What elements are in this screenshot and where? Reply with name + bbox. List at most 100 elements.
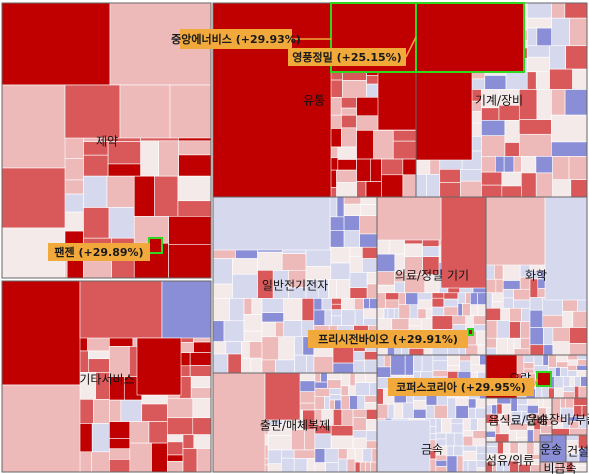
stock-cell xyxy=(470,354,480,366)
sector-label: 기타서비스 xyxy=(79,373,134,387)
stock-cell xyxy=(365,440,378,449)
stock-cell xyxy=(576,461,588,466)
stock-cell xyxy=(370,158,382,182)
stock-cell xyxy=(472,438,487,447)
stock-cell xyxy=(459,354,472,362)
stock-cell xyxy=(565,45,588,70)
stock-cell xyxy=(332,362,354,374)
stock-cell xyxy=(334,399,342,410)
stock-cell xyxy=(294,336,304,356)
stock-cell xyxy=(501,171,522,187)
stock-cell xyxy=(168,216,212,245)
sector-label: 화학 xyxy=(525,269,547,283)
stock-cell xyxy=(472,430,487,440)
stock-cell xyxy=(573,397,588,406)
stock-cell xyxy=(425,404,435,419)
stock-cell xyxy=(491,292,504,302)
stock-cell xyxy=(485,320,498,339)
stock-cell xyxy=(235,248,258,259)
stock-cell xyxy=(465,292,471,304)
stock-cell xyxy=(390,354,406,376)
stock-cell xyxy=(564,89,588,116)
stock-cell xyxy=(526,27,538,47)
stock-cell xyxy=(567,354,579,361)
sector-label: 금속 xyxy=(421,443,443,457)
stock-cell xyxy=(257,251,283,271)
stock-cell xyxy=(359,233,378,248)
sector-label: 비금속 xyxy=(543,462,576,474)
stock-cell xyxy=(363,317,378,326)
stock-cell xyxy=(569,17,588,47)
stock-cell xyxy=(509,441,519,454)
stock-cell xyxy=(529,327,544,346)
stock-cell xyxy=(294,354,308,374)
highlight-cell xyxy=(536,371,552,387)
stock-cell xyxy=(387,307,395,319)
stock-cell xyxy=(455,405,469,419)
stock-cell xyxy=(450,423,464,434)
stock-cell xyxy=(331,315,342,326)
stock-cell xyxy=(551,141,588,157)
stock-cell xyxy=(425,308,433,319)
stock-cell xyxy=(357,395,366,410)
stock-cell xyxy=(542,354,549,366)
stock-cell xyxy=(330,435,354,449)
stock-cell xyxy=(366,283,378,299)
stock-cell xyxy=(62,158,84,181)
stock-cell xyxy=(62,179,84,195)
stock-cell xyxy=(261,359,276,374)
stock-cell xyxy=(352,409,367,418)
stock-cell xyxy=(109,448,131,460)
stock-cell xyxy=(446,455,458,473)
stock-cell xyxy=(326,372,342,381)
stock-cell xyxy=(177,175,212,202)
stock-cell xyxy=(109,459,131,473)
stock-cell xyxy=(324,309,332,326)
stock-cell xyxy=(371,448,378,463)
stock-cell xyxy=(577,359,588,366)
stock-cell xyxy=(420,318,433,331)
stock-cell xyxy=(485,278,497,294)
stock-cell xyxy=(408,348,425,356)
stock-cell xyxy=(470,304,479,317)
stock-cell xyxy=(467,460,478,473)
sector-label: 유통 xyxy=(303,94,325,108)
stock-cell xyxy=(476,452,487,461)
stock-cell xyxy=(408,318,422,327)
stock-cell xyxy=(212,258,233,285)
stock-cell xyxy=(562,310,574,328)
stock-cell xyxy=(212,298,230,322)
stock-cell xyxy=(189,352,212,366)
stock-cell xyxy=(476,467,487,473)
stock-cell xyxy=(422,246,440,257)
stock-cell xyxy=(229,298,245,322)
stock-cell xyxy=(354,382,370,396)
stock-cell xyxy=(476,460,487,469)
stock-cell xyxy=(83,154,109,177)
stock-cell xyxy=(555,367,561,377)
stock-cell xyxy=(535,71,550,90)
stock-cell xyxy=(314,387,331,397)
stock-cell xyxy=(560,397,566,409)
stock-cell xyxy=(329,387,342,395)
stock-cell xyxy=(251,298,263,315)
stock-cell xyxy=(548,387,555,399)
callout-line xyxy=(533,378,538,387)
stock-cell xyxy=(91,451,110,473)
stock-cell xyxy=(485,437,496,443)
callout-label: 중앙에너비스 (+29.93%) xyxy=(171,32,301,46)
stock-cell xyxy=(385,292,400,301)
stock-cell xyxy=(518,119,552,135)
stock-cell xyxy=(190,387,212,399)
stock-cell xyxy=(359,215,378,235)
stock-cell xyxy=(354,309,364,326)
callout-line xyxy=(405,36,417,58)
stock-cell xyxy=(570,179,588,198)
stock-cell xyxy=(485,397,498,406)
stock-cell xyxy=(225,341,242,355)
stock-cell xyxy=(212,372,266,473)
stock-cell xyxy=(503,156,515,173)
stock-cell xyxy=(1,280,81,386)
stock-cell xyxy=(363,298,370,309)
